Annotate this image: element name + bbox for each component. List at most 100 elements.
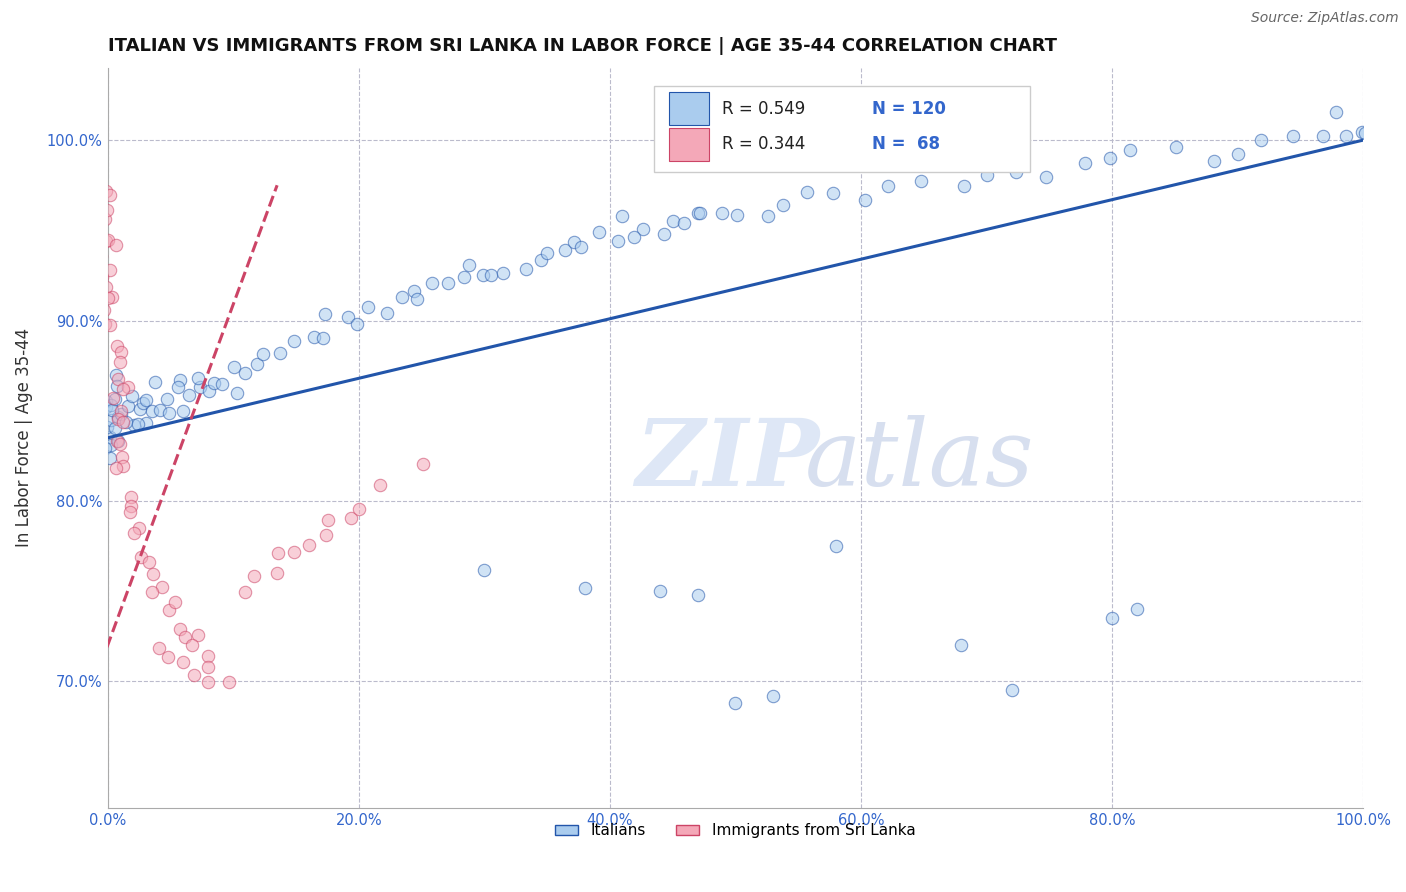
Point xyxy=(554,243,576,257)
Point xyxy=(346,317,368,331)
Point xyxy=(530,252,553,267)
Point xyxy=(166,380,188,394)
Point xyxy=(117,399,139,413)
Point xyxy=(606,235,628,249)
Point xyxy=(479,268,502,283)
Point xyxy=(472,563,495,577)
Point xyxy=(179,388,201,402)
Point xyxy=(689,205,711,219)
Point xyxy=(283,334,305,348)
Point xyxy=(157,649,180,664)
Point xyxy=(218,674,240,689)
Point xyxy=(107,339,129,353)
Point xyxy=(197,660,219,674)
Point xyxy=(312,331,335,345)
Point xyxy=(1005,165,1028,179)
Point xyxy=(187,628,209,642)
Point xyxy=(98,450,121,465)
Point xyxy=(117,380,139,394)
Point xyxy=(756,209,779,223)
Point xyxy=(314,307,336,321)
Point xyxy=(111,450,134,464)
Point xyxy=(96,420,118,434)
Point xyxy=(110,355,132,369)
Point xyxy=(316,513,339,527)
Point xyxy=(588,226,610,240)
Point xyxy=(762,689,785,703)
Point xyxy=(183,668,205,682)
Point xyxy=(298,538,321,552)
Point xyxy=(93,212,115,227)
Point xyxy=(110,408,132,422)
Point xyxy=(347,502,370,516)
Point xyxy=(631,222,654,236)
Point xyxy=(96,184,118,198)
Point xyxy=(94,318,117,332)
Point xyxy=(149,403,172,417)
Point xyxy=(1126,602,1149,616)
Point xyxy=(225,386,247,401)
Point xyxy=(131,396,153,410)
Point xyxy=(90,249,112,263)
Point xyxy=(1000,683,1022,698)
Point xyxy=(197,649,219,664)
Point xyxy=(562,235,585,250)
Point xyxy=(574,581,596,595)
Point xyxy=(97,233,120,247)
Point xyxy=(138,556,160,570)
Point xyxy=(141,584,163,599)
Point xyxy=(100,437,122,451)
Text: Source: ZipAtlas.com: Source: ZipAtlas.com xyxy=(1251,11,1399,25)
Point xyxy=(492,266,515,280)
Point xyxy=(1166,140,1188,154)
Point xyxy=(97,291,120,305)
Point xyxy=(266,566,288,581)
Point xyxy=(339,511,361,525)
Point xyxy=(648,584,671,599)
Point xyxy=(96,394,118,409)
Point xyxy=(652,227,675,242)
Point xyxy=(104,421,127,435)
Point xyxy=(98,429,121,443)
Point xyxy=(453,269,475,284)
Point xyxy=(953,179,976,194)
Point xyxy=(796,185,818,199)
Point xyxy=(391,290,413,304)
Point xyxy=(222,360,245,375)
Point xyxy=(672,216,695,230)
Legend: Italians, Immigrants from Sri Lanka: Italians, Immigrants from Sri Lanka xyxy=(550,817,921,845)
Point xyxy=(107,434,129,448)
Point xyxy=(412,457,434,471)
Point xyxy=(90,269,112,284)
Point xyxy=(96,202,118,217)
Point xyxy=(156,392,179,406)
Point xyxy=(98,262,121,277)
Point xyxy=(172,655,194,669)
Point xyxy=(1202,153,1225,168)
Point xyxy=(1351,125,1374,139)
Point xyxy=(1035,170,1057,185)
Point xyxy=(142,566,165,581)
Point xyxy=(105,238,128,252)
Point xyxy=(187,371,209,385)
Point xyxy=(120,499,142,513)
Point xyxy=(662,214,685,228)
Y-axis label: In Labor Force | Age 35-44: In Labor Force | Age 35-44 xyxy=(15,328,32,548)
Point xyxy=(104,461,127,475)
Point xyxy=(458,259,481,273)
Point xyxy=(169,373,191,387)
Point xyxy=(148,641,170,656)
Point xyxy=(100,398,122,412)
Text: ZIP: ZIP xyxy=(636,415,820,505)
Point xyxy=(252,347,274,361)
Point xyxy=(105,379,128,393)
Point xyxy=(129,402,152,417)
Point xyxy=(1361,128,1384,143)
Point xyxy=(94,442,117,456)
Point xyxy=(135,393,157,408)
Text: N =  68: N = 68 xyxy=(872,136,941,153)
FancyBboxPatch shape xyxy=(669,128,709,161)
Point xyxy=(623,229,645,244)
Point xyxy=(128,521,150,535)
Point xyxy=(108,437,131,451)
